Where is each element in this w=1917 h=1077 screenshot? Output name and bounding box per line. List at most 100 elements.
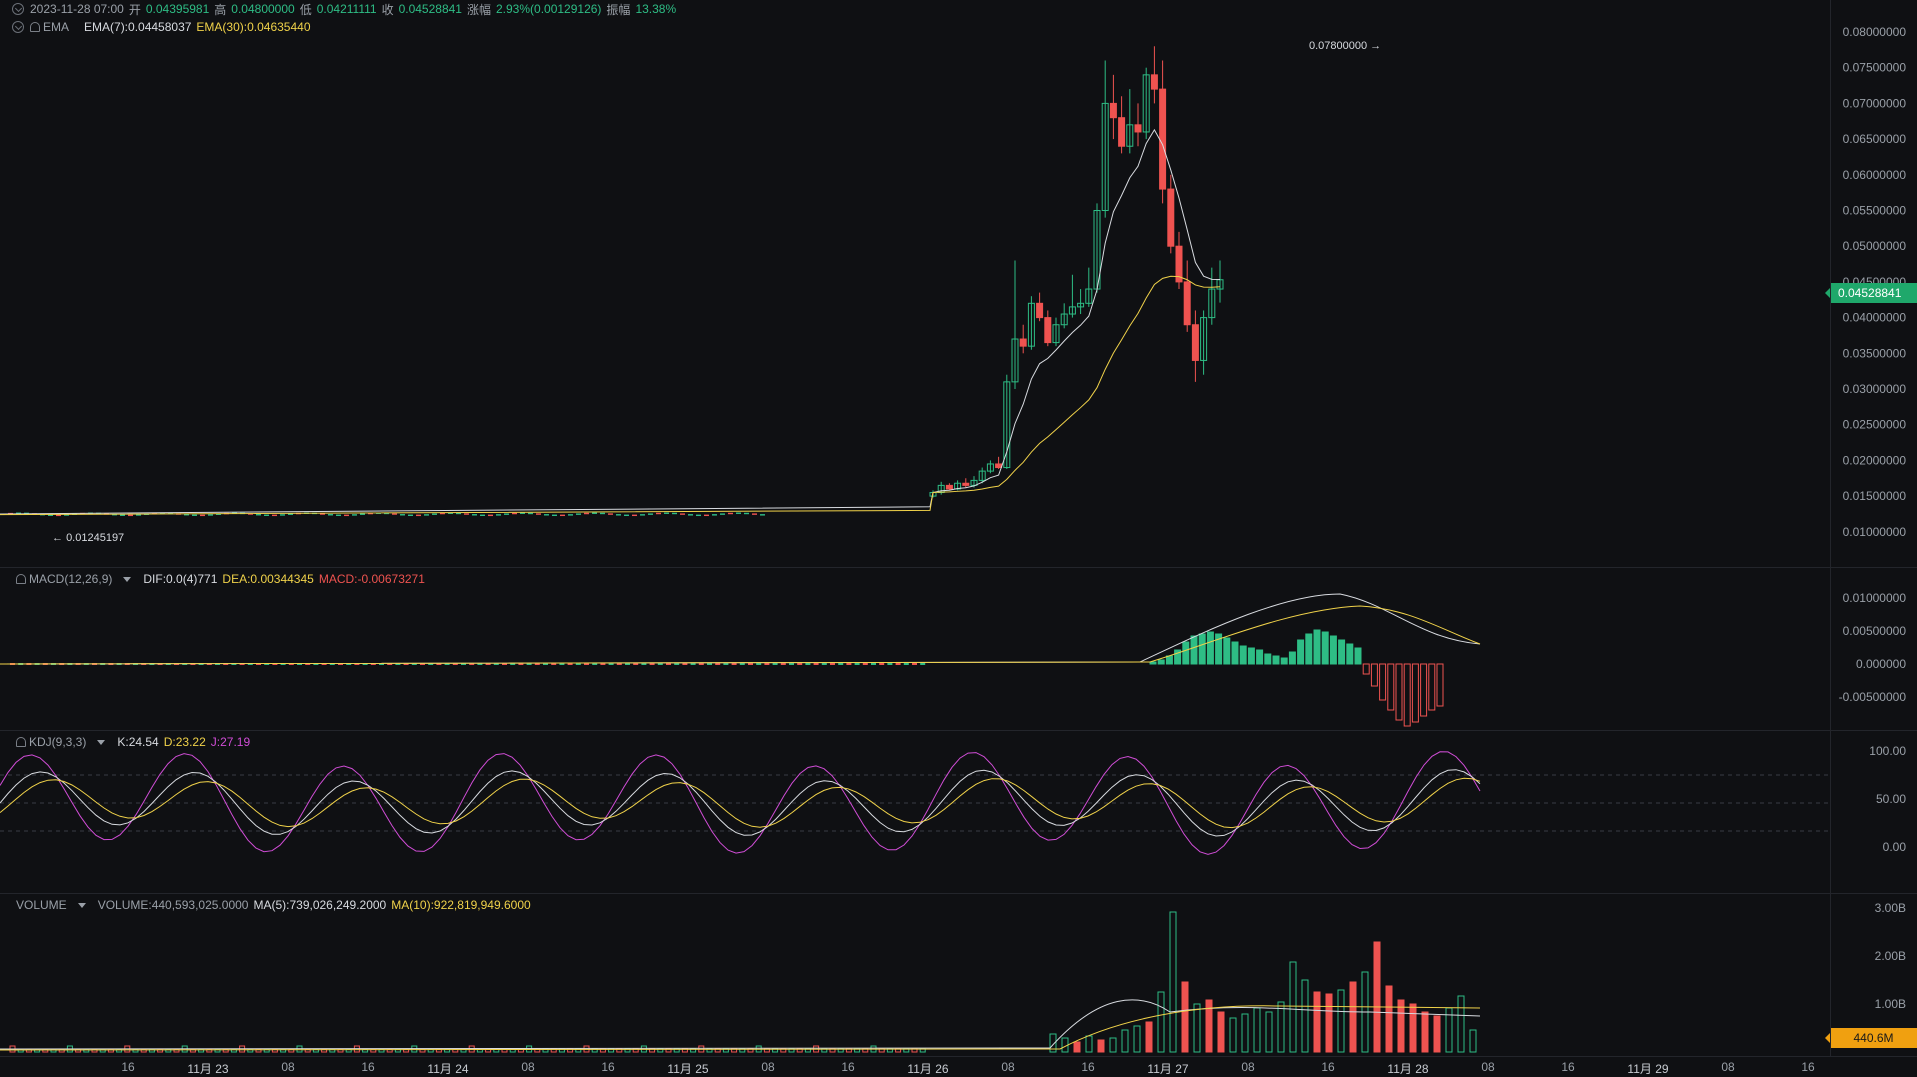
y-axis-separator: [1830, 0, 1831, 1057]
candle: [945, 484, 953, 490]
macd-bar: [395, 663, 401, 665]
high-value: 0.04800000: [231, 2, 295, 16]
kdj-chart[interactable]: 100.00 50.00 0.00: [0, 731, 1917, 894]
volume-settings-dropdown-icon[interactable]: [77, 902, 86, 908]
macd-bar: [723, 663, 729, 665]
candle: [400, 514, 405, 516]
candle: [962, 482, 970, 486]
macd-settings-dropdown-icon[interactable]: [123, 576, 132, 582]
macd-bar: [756, 663, 762, 665]
macd-bar: [1362, 663, 1370, 675]
price-tick-label: 0.07500000: [1843, 61, 1907, 75]
macd-bar: [1403, 663, 1411, 727]
candle: [1167, 188, 1175, 247]
candle: [352, 514, 357, 516]
time-axis-label: 08: [1241, 1060, 1255, 1074]
macd-panel[interactable]: 0.01000000 0.00500000 0.000000 -0.00500000 …: [0, 568, 1917, 731]
macd-bar: [707, 663, 712, 665]
volume-bar: [1121, 1029, 1129, 1053]
price-tick-label: 0.01000000: [1843, 525, 1907, 539]
macd-bar: [1346, 643, 1354, 665]
macd-bar: [387, 663, 393, 665]
macd-bar: [1157, 659, 1165, 665]
candle: [616, 514, 621, 516]
macd-bar: [797, 663, 803, 665]
time-axis-label: 08: [1481, 1060, 1495, 1074]
candle: [360, 513, 365, 515]
macd-bar: [1182, 641, 1190, 665]
macd-bar: [297, 663, 302, 665]
volume-bar: [1469, 1029, 1477, 1053]
candle: [664, 512, 669, 514]
candle: [656, 512, 661, 515]
kdj-panel[interactable]: 100.00 50.00 0.00 KDJ(9,3,3) K:24.54 D:23.…: [0, 731, 1917, 894]
candle: [592, 512, 597, 514]
candle: [1052, 324, 1060, 344]
kdj-d: D:23.22: [163, 735, 206, 749]
candle: [1011, 338, 1019, 383]
macd-bar: [1370, 663, 1378, 687]
macd-bar: [1379, 663, 1387, 701]
macd-bar: [1288, 651, 1296, 665]
kdj-tick-label: 100.00: [1869, 744, 1906, 758]
macd-bar: [305, 663, 311, 665]
macd-bar: [887, 663, 893, 665]
volume-bar: [1157, 991, 1165, 1053]
volume-bar: [1325, 993, 1333, 1053]
macd-bar: [1174, 649, 1182, 665]
change-label: 涨幅: [466, 2, 491, 17]
time-axis-label: 08: [521, 1060, 535, 1074]
time-axis-label: 16: [361, 1060, 375, 1074]
candle: [1191, 324, 1199, 361]
macd-bar: [1321, 631, 1329, 665]
candle: [552, 514, 557, 517]
time-axis-label: 11月 28: [1387, 1062, 1429, 1076]
collapse-toggle-icon[interactable]: [12, 3, 24, 15]
macd-bar: [1247, 647, 1255, 665]
candle: [712, 514, 717, 516]
volume-bar: [1373, 941, 1381, 1053]
macd-bar: [674, 663, 680, 665]
price-panel[interactable]: 0.08000000 0.07500000 0.07000000 0.06500000…: [0, 0, 1917, 568]
volume-bar: [1133, 1025, 1141, 1053]
time-axis-label: 11月 25: [667, 1062, 709, 1076]
time-axis-label: 08: [281, 1060, 295, 1074]
candle: [48, 514, 53, 516]
kdj-alert-icon[interactable]: [16, 737, 26, 747]
macd-bar: [452, 663, 458, 665]
time-axis-label: 16: [601, 1060, 615, 1074]
candle: [112, 513, 117, 516]
volume-bar: [1313, 991, 1321, 1053]
time-axis[interactable]: 16 11月 23 08 16 11月 24 08 16 11月 25 08 16 11月 26 08…: [0, 1057, 1830, 1077]
macd-bar: [567, 663, 573, 665]
macd-tick-label: -0.00500000: [1839, 690, 1907, 704]
macd-bar: [641, 663, 647, 665]
macd-bar: [436, 663, 442, 665]
candle: [208, 514, 213, 516]
macd-chart[interactable]: 0.01000000 0.00500000 0.000000 -0.00500000: [0, 568, 1917, 731]
candle: [1109, 102, 1117, 119]
volume-panel[interactable]: 3.00B 2.00B 1.00B VOLUME VOLUME:440,593,02…: [0, 894, 1917, 1057]
candle: [448, 512, 453, 514]
candle: [504, 513, 509, 515]
price-tick-label: 0.02000000: [1843, 453, 1907, 467]
macd-bar: [469, 663, 475, 665]
candle: [1077, 302, 1085, 308]
macd-bar: [321, 663, 327, 665]
candle: [1044, 317, 1052, 344]
macd-dea: DEA:0.00344345: [222, 572, 314, 586]
macd-bar: [862, 663, 868, 665]
candle: [672, 512, 677, 515]
time-axis-label: 11月 24: [427, 1062, 469, 1076]
high-label: 高: [214, 2, 227, 17]
macd-bar: [362, 663, 368, 665]
price-chart[interactable]: 0.08000000 0.07500000 0.07000000 0.06500000…: [0, 0, 1917, 568]
macd-tick-label: 0.00500000: [1843, 624, 1907, 638]
macd-alert-icon[interactable]: [16, 574, 26, 584]
ema-alert-icon[interactable]: [30, 22, 40, 32]
ema-collapse-icon[interactable]: [12, 21, 24, 33]
candle: [200, 514, 205, 517]
volume-chart[interactable]: 3.00B 2.00B 1.00B: [0, 894, 1917, 1057]
kdj-settings-dropdown-icon[interactable]: [97, 739, 106, 745]
